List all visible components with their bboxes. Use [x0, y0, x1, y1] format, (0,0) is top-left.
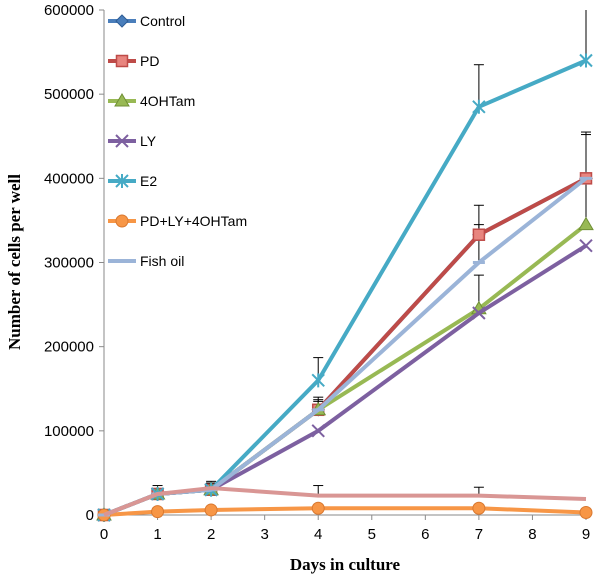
data-point: [472, 306, 486, 320]
legend-marker: [115, 174, 129, 188]
x-tick-label: 3: [260, 526, 268, 543]
legend-label: PD+LY+4OHTam: [140, 213, 247, 229]
series-line: [103, 58, 587, 517]
x-tick-label: 1: [153, 526, 161, 543]
x-tick-label: 7: [475, 526, 483, 543]
legend-item: Fish oil: [108, 253, 184, 269]
data-point: [472, 501, 486, 515]
series-line: [103, 506, 587, 517]
series-line: [103, 486, 587, 517]
x-tick-label: 5: [368, 526, 376, 543]
legend-marker: [115, 134, 129, 148]
series-unlabeled: [103, 486, 587, 517]
legend-item: LY: [108, 133, 157, 149]
y-tick-label: 200000: [44, 339, 94, 356]
legend-label: LY: [140, 133, 157, 149]
data-point: [578, 216, 594, 231]
legend-item: PD: [108, 53, 159, 69]
data-point: [311, 501, 325, 515]
x-tick-label: 2: [207, 526, 215, 543]
legend-marker: [115, 214, 129, 228]
legend-item: Control: [108, 13, 185, 29]
x-tick-label: 0: [100, 526, 108, 543]
legend-marker: [115, 54, 129, 68]
data-point: [579, 53, 593, 68]
data-point: [204, 503, 218, 517]
y-tick-label: 600000: [44, 2, 94, 19]
axes: 0 1 2 3 4 5 6 7 8 9 0 100000 200000 300000 400000 50000…: [44, 2, 590, 543]
legend: Control PD 4OHTam LY E2 PD+LY+4OHTam Fish oil: [108, 13, 247, 269]
x-tick-label: 9: [582, 526, 590, 543]
data-point: [579, 505, 593, 519]
data-point: [311, 373, 325, 388]
legend-label: E2: [140, 173, 157, 189]
data-point: [151, 505, 165, 519]
legend-label: Control: [140, 13, 185, 29]
x-tick-label: 8: [528, 526, 536, 543]
error-bars: [152, 10, 591, 496]
x-axis-title: Days in culture: [290, 555, 401, 574]
x-tick-label: 6: [421, 526, 429, 543]
series-pd-ly-4ohtam: [97, 501, 593, 522]
legend-label: PD: [140, 53, 159, 69]
legend-marker: [115, 14, 129, 28]
y-axis-title: Number of cells per well: [5, 174, 24, 350]
x-tick-label: 4: [314, 526, 322, 543]
legend-item: PD+LY+4OHTam: [108, 213, 247, 229]
legend-item: E2: [108, 173, 157, 189]
legend-label: 4OHTam: [140, 93, 195, 109]
y-tick-label: 0: [86, 507, 94, 524]
data-point: [579, 238, 593, 253]
y-tick-label: 500000: [44, 86, 94, 103]
data-point: [311, 424, 325, 438]
data-point: [472, 228, 486, 241]
y-tick-label: 400000: [44, 170, 94, 187]
legend-item: 4OHTam: [108, 93, 195, 109]
series-lines: [96, 53, 594, 522]
y-tick-label: 100000: [44, 423, 94, 440]
y-tick-label: 300000: [44, 255, 94, 272]
legend-marker: [114, 93, 130, 107]
legend-label: Fish oil: [140, 253, 184, 269]
data-point: [472, 99, 486, 114]
